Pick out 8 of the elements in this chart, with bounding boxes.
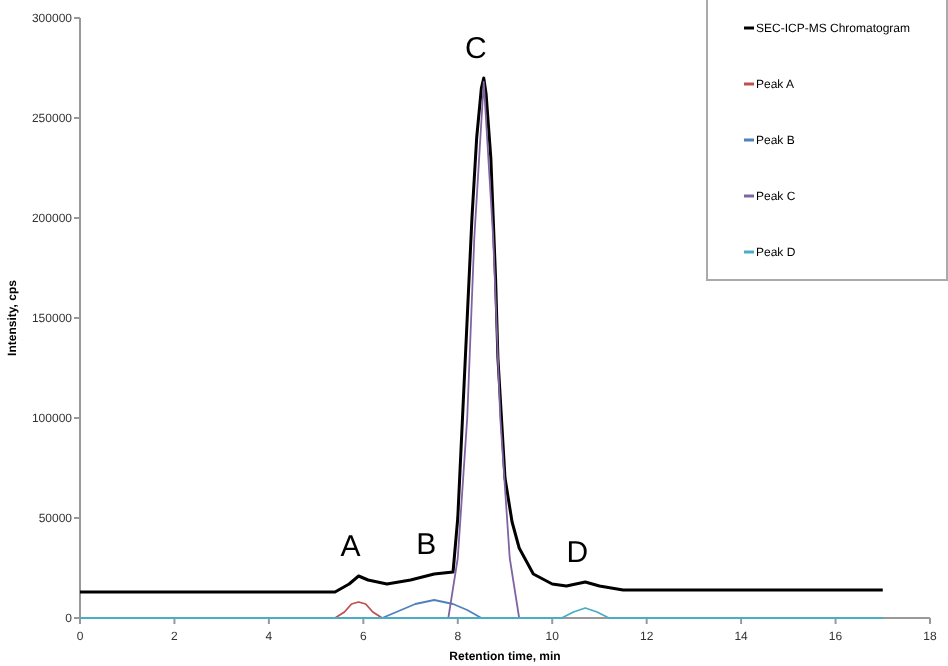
annotation: B — [416, 528, 437, 562]
line-series — [447, 81, 521, 619]
annotation: D — [566, 536, 589, 570]
line-series — [381, 599, 483, 619]
line-series — [334, 601, 384, 619]
annotation: A — [340, 530, 361, 564]
line-series — [78, 76, 885, 594]
annotation: C — [464, 32, 487, 66]
